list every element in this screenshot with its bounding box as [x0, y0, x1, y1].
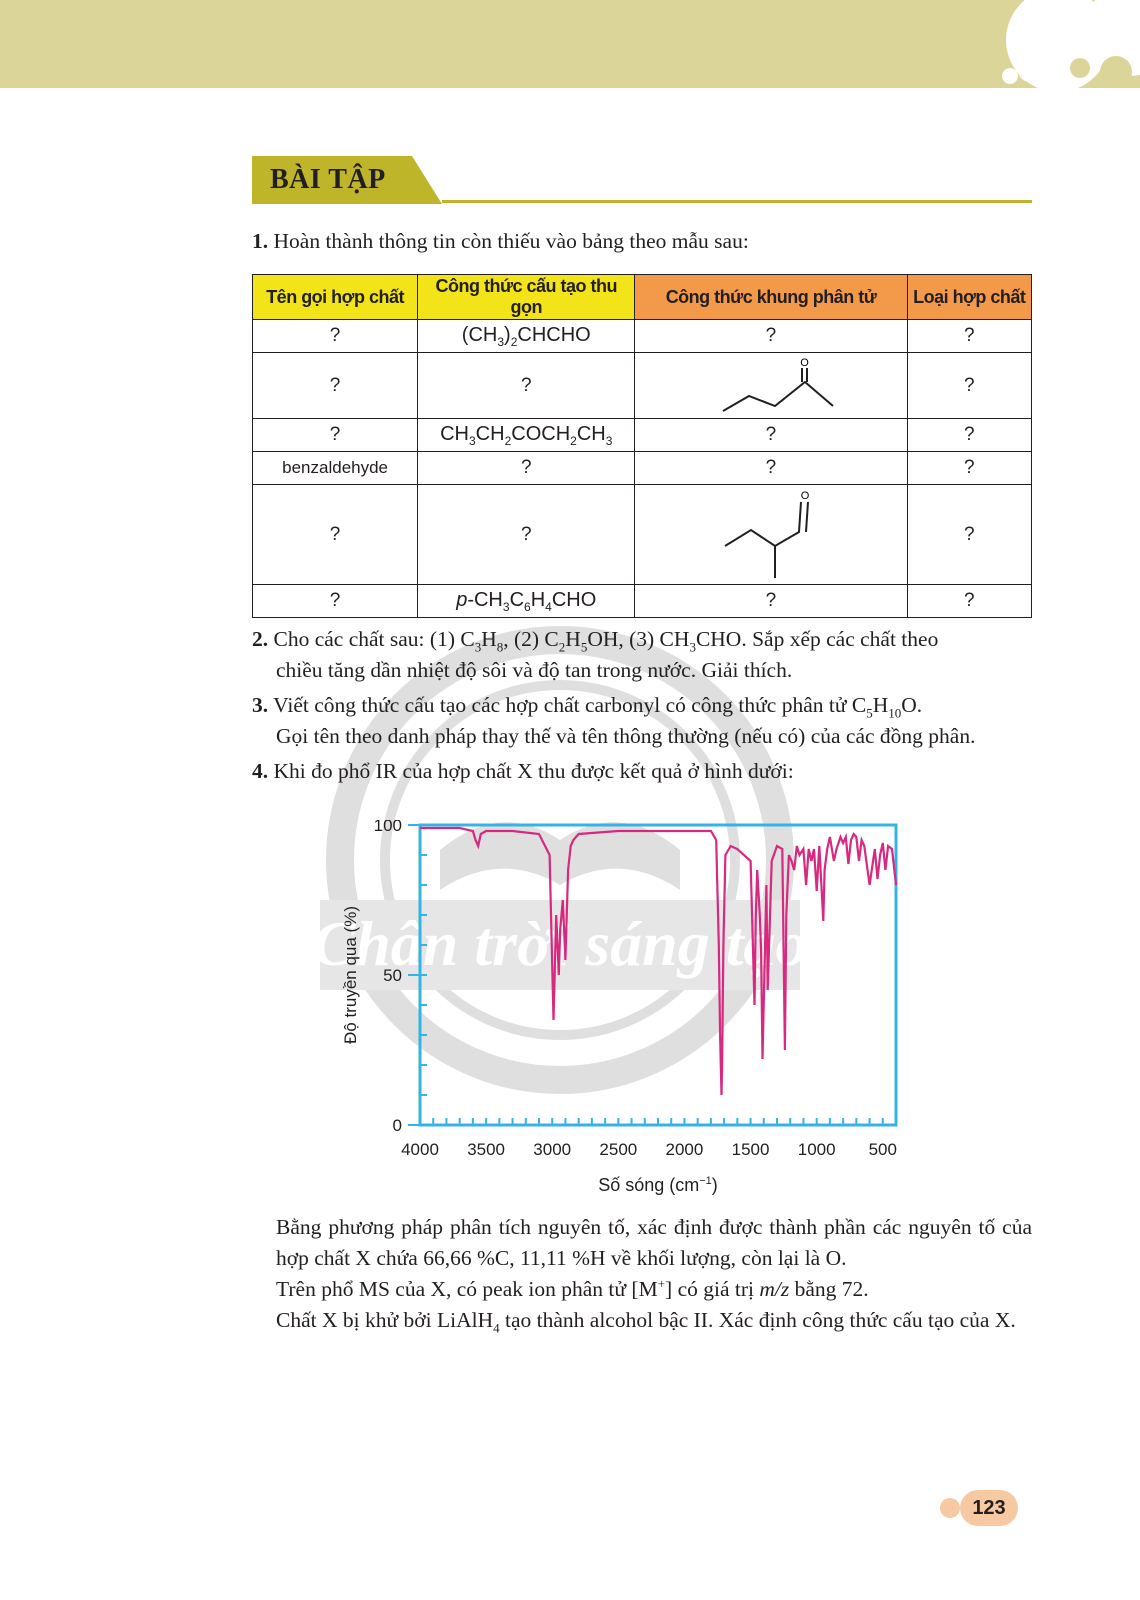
table-cell: ? [634, 584, 908, 618]
decorative-blob-icon [1002, 0, 1140, 88]
y-tick-label: 0 [393, 1116, 402, 1135]
table-row: ? ? O ? [251, 484, 1033, 585]
table-cell: ? [634, 451, 908, 485]
table-row: ? p-CH3C6H4CHO ? ? [251, 584, 1033, 618]
x-tick-label: 1000 [798, 1140, 836, 1159]
top-header-band [0, 0, 1140, 88]
table-header-row: Tên gọi hợp chất Công thức cấu tạo thu g… [251, 274, 1033, 320]
question-text: , (2) C [503, 627, 559, 651]
aldehyde-skeletal-structure: O [724, 490, 810, 578]
table-cell: ? [906, 352, 1033, 419]
table-row: ? ? O ? [251, 352, 1033, 419]
question-2: 2. Cho các chất sau: (1) C3H8, (2) C2H5O… [252, 624, 1032, 686]
question-3: 3. Viết công thức cấu tạo các hợp chất c… [252, 690, 1032, 752]
y-tick-label: 50 [383, 966, 402, 985]
question-4-body: Bằng phương pháp phân tích nguyên tố, xá… [252, 1212, 1032, 1336]
compound-table: Tên gọi hợp chất Công thức cấu tạo thu g… [251, 274, 1033, 618]
table-cell: ? [251, 352, 419, 419]
question-text: O. [901, 693, 923, 717]
page-number: 123 [960, 1490, 1018, 1526]
y-axis-label: Độ truyền qua (%) [341, 906, 360, 1044]
table-cell: ? [251, 484, 419, 585]
page-number-dot [940, 1498, 960, 1518]
table-cell: ? [417, 352, 636, 419]
table-row: ? (CH3)2CHCHO ? ? [251, 319, 1033, 353]
question-number: 1. [252, 229, 269, 253]
question-text: OH, (3) CH [587, 627, 690, 651]
question-number: 4. [252, 759, 269, 783]
table-cell: ? [906, 484, 1033, 585]
skeletal-formula-cell: O [634, 352, 908, 419]
table-cell: ? [906, 319, 1033, 353]
oxygen-label: O [801, 490, 810, 502]
question-text: Cho các chất sau: (1) C [273, 627, 475, 651]
header-compound-type: Loại hợp chất [906, 274, 1033, 320]
ketone-skeletal-structure: O [722, 357, 834, 412]
skeletal-formula-cell: O [634, 484, 908, 585]
question-text: Khi đo phổ IR của hợp chất X thu được kế… [273, 759, 794, 783]
ir-spectrum-chart: 4000 3500 3000 2500 2000 1500 1000 500 0 50 100 Độ… [330, 816, 930, 1210]
table-row: benzaldehyde ? ? ? [251, 451, 1033, 485]
compound-name-cell: benzaldehyde [251, 451, 419, 485]
x-tick-label: 3500 [467, 1140, 505, 1159]
table-cell: ? [906, 451, 1033, 485]
x-tick-label: 1500 [732, 1140, 770, 1159]
x-tick-label: 500 [869, 1140, 897, 1159]
oxygen-label: O [800, 357, 809, 369]
x-tick-label: 3000 [533, 1140, 571, 1159]
condensed-formula-cell: p-CH3C6H4CHO [417, 584, 636, 618]
question-number: 3. [252, 693, 269, 717]
table-cell: ? [906, 584, 1033, 618]
paragraph: Bằng phương pháp phân tích nguyên tố, xá… [276, 1215, 1032, 1270]
question-4: 4. Khi đo phổ IR của hợp chất X thu được… [252, 756, 1032, 787]
header-compound-name: Tên gọi hợp chất [251, 274, 419, 320]
question-text: Gọi tên theo danh pháp thay thế và tên t… [276, 724, 976, 748]
question-text: Hoàn thành thông tin còn thiếu vào bảng … [273, 229, 749, 253]
table-cell: ? [906, 418, 1033, 452]
x-tick-label: 4000 [401, 1140, 439, 1159]
x-tick-label: 2500 [599, 1140, 637, 1159]
header-skeletal-formula: Công thức khung phân tử [634, 274, 908, 320]
question-number: 2. [252, 627, 269, 651]
condensed-formula-cell: (CH3)2CHCHO [417, 319, 636, 353]
ir-spectrum-svg: 4000 3500 3000 2500 2000 1500 1000 500 0 50 100 Độ… [341, 816, 898, 1195]
ir-spectrum-line [420, 826, 898, 1096]
section-title: BÀI TẬP [270, 164, 386, 195]
x-tick-label: 2000 [666, 1140, 704, 1159]
question-text: chiều tăng dần nhiệt độ sôi và độ tan tr… [276, 658, 793, 682]
paragraph: Chất X bị khử bởi LiAlH4 tạo thành alcoh… [276, 1308, 1016, 1336]
table-cell: ? [634, 319, 908, 353]
question-text: CHO. Sắp xếp các chất theo [695, 627, 939, 651]
table-cell: ? [417, 484, 636, 585]
table-row: ? CH3CH2COCH2CH3 ? ? [251, 418, 1033, 452]
section-tab [252, 156, 442, 204]
y-tick-label: 100 [374, 820, 402, 835]
table-cell: ? [251, 584, 419, 618]
x-axis-label: Số sóng (cm−1) [598, 1175, 718, 1195]
table-cell: ? [251, 418, 419, 452]
section-rule [442, 200, 1032, 203]
question-text: Viết công thức cấu tạo các hợp chất carb… [273, 693, 867, 717]
table-cell: ? [634, 418, 908, 452]
paragraph: Trên phổ MS của X, có peak ion phân tử [… [276, 1275, 869, 1301]
condensed-formula-cell: CH3CH2COCH2CH3 [417, 418, 636, 452]
table-cell: ? [251, 319, 419, 353]
section-header: BÀI TẬP [252, 156, 1032, 206]
header-condensed-formula: Công thức cấu tạo thu gọn [417, 274, 636, 320]
question-1: 1. Hoàn thành thông tin còn thiếu vào bả… [252, 226, 1032, 257]
table-cell: ? [417, 451, 636, 485]
